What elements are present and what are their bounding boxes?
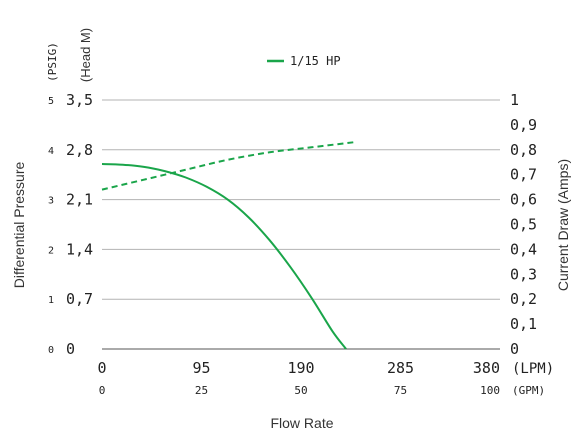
head-tick-label: 0,7 — [66, 290, 93, 308]
psig-tick-label: 0 — [48, 345, 54, 356]
gpm-tick-label: 50 — [294, 384, 307, 397]
x-axis-title: Flow Rate — [270, 415, 333, 431]
amp-tick-label: 0,6 — [510, 191, 537, 209]
y-left-unit-head: (Head M) — [78, 28, 93, 82]
psig-tick-label: 5 — [48, 96, 54, 107]
amp-tick-label: 0,2 — [510, 290, 537, 308]
psig-tick-label: 4 — [48, 146, 54, 157]
legend-label: 1/15 HP — [290, 54, 341, 68]
pressure-curve-line — [101, 163, 347, 350]
gpm-tick-label: 0 — [99, 384, 106, 397]
amp-tick-label: 0,3 — [510, 265, 537, 283]
grid-lines — [102, 99, 500, 350]
head-tick-label: 2,8 — [66, 141, 93, 159]
amp-tick-label: 0 — [510, 340, 519, 358]
psig-tick-label: 3 — [48, 196, 54, 207]
y-left-unit-psig: (PSIG) — [46, 42, 59, 82]
gpm-tick-label: 75 — [394, 384, 407, 397]
amp-tick-label: 0,8 — [510, 141, 537, 159]
x-unit-lpm: (LPM) — [512, 361, 554, 377]
head-tick-label: 2,1 — [66, 191, 93, 209]
head-tick-label: 3,5 — [66, 91, 93, 109]
y-left-axis-title: Differential Pressure — [11, 162, 27, 289]
amp-tick-label: 1 — [510, 91, 519, 109]
lpm-tick-label: 0 — [97, 359, 106, 377]
head-tick-label: 0 — [66, 340, 75, 358]
lpm-tick-label: 285 — [387, 359, 414, 377]
amp-tick-label: 0,7 — [510, 166, 537, 184]
amp-tick-label: 0,9 — [510, 116, 537, 134]
lpm-tick-label: 95 — [192, 359, 210, 377]
series-layer — [101, 141, 354, 350]
legend: 1/15 HP — [267, 54, 341, 68]
head-tick-label: 1,4 — [66, 240, 93, 258]
lpm-tick-label: 380 — [473, 359, 500, 377]
amp-tick-label: 0,5 — [510, 216, 537, 234]
tick-labels: 01234500,71,42,12,83,500,10,20,30,40,50,… — [48, 91, 537, 397]
current-draw-line — [101, 141, 354, 191]
x-unit-gpm: (GPM) — [512, 384, 545, 397]
psig-tick-label: 1 — [48, 295, 54, 306]
amp-tick-label: 0,1 — [510, 315, 537, 333]
psig-tick-label: 2 — [48, 245, 54, 256]
lpm-tick-label: 190 — [287, 359, 314, 377]
amp-tick-label: 0,4 — [510, 240, 537, 258]
gpm-tick-label: 100 — [480, 384, 500, 397]
y-right-axis-title: Current Draw (Amps) — [555, 159, 571, 291]
gpm-tick-label: 25 — [195, 384, 208, 397]
